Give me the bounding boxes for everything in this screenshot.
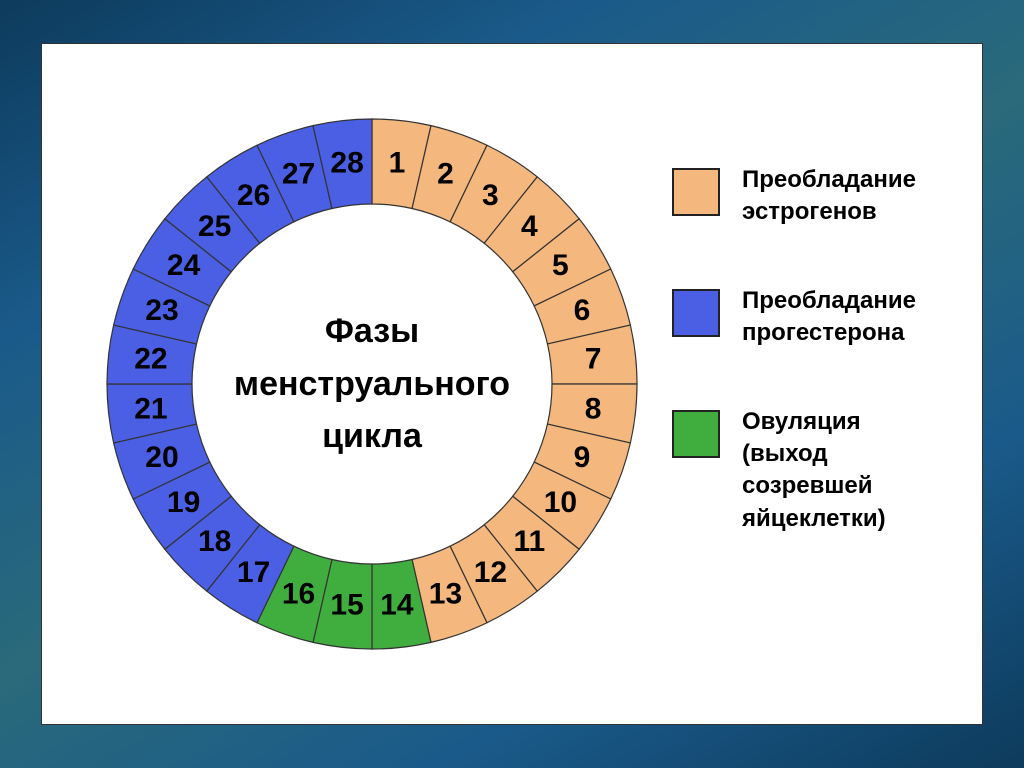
legend-swatch-progesterone — [672, 289, 720, 337]
center-title-line2: менструального — [234, 365, 510, 403]
legend-swatch-ovulation — [672, 410, 720, 458]
legend: Преобладаниеэстрогенов Преобладаниепрогес… — [672, 164, 972, 591]
ring-day-label-12: 12 — [474, 556, 507, 589]
legend-label-ovulation: Овуляция(выходсозревшейяйцеклетки) — [742, 406, 886, 536]
ring-day-label-13: 13 — [429, 578, 462, 611]
ring-day-label-22: 22 — [134, 343, 167, 376]
ring-day-label-11: 11 — [513, 525, 545, 558]
ring-day-label-9: 9 — [574, 441, 591, 474]
ring-day-label-17: 17 — [237, 556, 270, 589]
ring-day-label-20: 20 — [145, 441, 178, 474]
ring-day-label-4: 4 — [521, 210, 538, 243]
legend-label-estrogen: Преобладаниеэстрогенов — [742, 164, 916, 229]
ring-day-label-6: 6 — [574, 294, 591, 327]
ring-day-label-8: 8 — [585, 392, 602, 425]
ring-day-label-3: 3 — [482, 179, 499, 212]
ring-day-label-23: 23 — [145, 294, 178, 327]
ring-day-label-24: 24 — [167, 249, 201, 282]
ring-day-label-7: 7 — [585, 343, 602, 376]
ring-day-label-26: 26 — [237, 179, 270, 212]
legend-item-ovulation: Овуляция(выходсозревшейяйцеклетки) — [672, 406, 972, 536]
ring-day-label-21: 21 — [134, 392, 167, 425]
cycle-ring-chart: 1234567891011121314151617181920212223242… — [72, 84, 672, 689]
ring-day-label-10: 10 — [544, 486, 577, 519]
legend-label-progesterone: Преобладаниепрогестерона — [742, 285, 916, 350]
ring-day-label-1: 1 — [389, 146, 406, 179]
ring-day-label-5: 5 — [552, 249, 569, 282]
ring-day-label-27: 27 — [282, 157, 315, 190]
ring-day-label-2: 2 — [437, 157, 454, 190]
center-title-line1: Фазы — [325, 312, 419, 350]
legend-swatch-estrogen — [672, 168, 720, 216]
ring-day-label-28: 28 — [330, 146, 363, 179]
ring-day-label-25: 25 — [198, 210, 231, 243]
legend-item-estrogen: Преобладаниеэстрогенов — [672, 164, 972, 229]
ring-day-label-15: 15 — [330, 589, 363, 622]
ring-day-label-18: 18 — [198, 525, 231, 558]
ring-day-label-16: 16 — [282, 578, 315, 611]
center-title-line3: цикла — [322, 417, 422, 455]
chart-center-title: Фазы менструального цикла — [222, 305, 522, 463]
ring-day-label-14: 14 — [380, 589, 414, 622]
ring-day-label-19: 19 — [167, 486, 200, 519]
legend-item-progesterone: Преобладаниепрогестерона — [672, 285, 972, 350]
diagram-panel: 1234567891011121314151617181920212223242… — [41, 43, 983, 725]
